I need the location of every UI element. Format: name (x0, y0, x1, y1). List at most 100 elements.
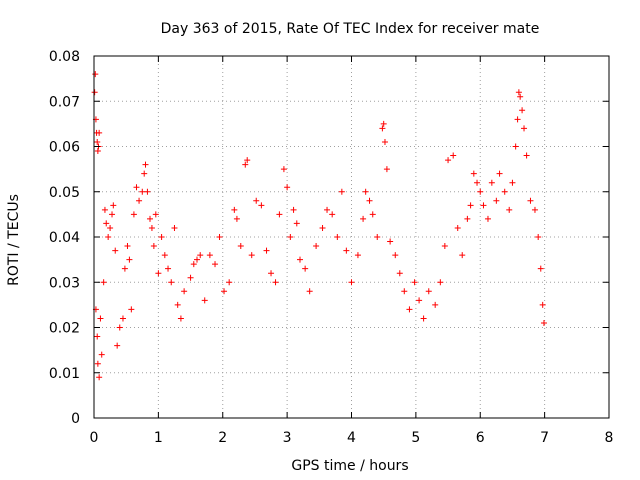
x-tick-label: 5 (411, 430, 420, 446)
data-point (329, 211, 336, 218)
y-tick-label: 0.06 (49, 140, 80, 156)
data-point (512, 143, 519, 150)
x-tick-label: 7 (540, 430, 549, 446)
data-point (94, 360, 101, 367)
data-point (253, 197, 260, 204)
data-point (343, 247, 350, 254)
data-point (231, 206, 238, 213)
data-point (464, 215, 471, 222)
x-tick-label: 8 (605, 430, 614, 446)
data-point (272, 279, 279, 286)
data-point (493, 197, 500, 204)
data-point (216, 234, 223, 240)
y-tick-label: 0.01 (49, 366, 80, 382)
x-axis-label: GPS time / hours (291, 458, 408, 474)
data-point (116, 324, 123, 331)
data-point (276, 211, 283, 218)
data-point (348, 279, 355, 286)
data-point (101, 206, 108, 213)
data-point (258, 202, 265, 209)
data-point (206, 252, 213, 259)
data-point (480, 202, 487, 209)
x-tick-label: 0 (90, 430, 99, 446)
data-point (454, 224, 461, 231)
data-point (171, 224, 178, 231)
data-point (284, 184, 291, 191)
data-point (133, 184, 140, 191)
data-point (324, 206, 331, 213)
data-point (509, 179, 516, 186)
grid-lines (94, 56, 609, 418)
data-point (334, 234, 341, 240)
data-point (100, 279, 107, 286)
data-point (387, 238, 394, 245)
data-point (539, 301, 546, 308)
data-point (103, 220, 110, 227)
data-point (280, 166, 287, 173)
y-tick-label: 0.08 (49, 49, 80, 65)
data-point (531, 206, 538, 213)
data-point (144, 188, 151, 195)
data-point (197, 252, 204, 259)
data-point (165, 265, 172, 272)
data-point (496, 170, 503, 177)
data-point (150, 243, 157, 250)
data-point (161, 252, 168, 259)
data-point (142, 161, 149, 168)
data-point (124, 243, 131, 250)
data-point (445, 157, 452, 164)
data-point (517, 93, 524, 100)
data-point (94, 138, 101, 145)
data-point (98, 351, 105, 358)
data-point (155, 270, 162, 277)
data-point (354, 252, 361, 259)
data-point (290, 206, 297, 213)
axis-ticks (93, 55, 610, 419)
data-point (94, 148, 101, 155)
data-point (467, 202, 474, 209)
data-point (519, 107, 526, 114)
data-point (406, 306, 413, 313)
data-point (221, 288, 228, 295)
data-point (506, 206, 513, 213)
data-point (474, 179, 481, 186)
data-point (194, 256, 200, 263)
data-point (92, 71, 99, 78)
data-point (139, 188, 146, 195)
data-point (366, 197, 373, 204)
data-point (535, 234, 542, 240)
data-point (540, 319, 547, 326)
x-tick-label: 1 (154, 430, 163, 446)
data-point (392, 252, 399, 259)
data-point (177, 315, 184, 322)
data-point (158, 234, 165, 240)
data-point (420, 315, 427, 322)
data-point (201, 297, 208, 304)
y-tick-label: 0.03 (49, 275, 80, 291)
data-point (379, 125, 386, 132)
y-tick-label: 0.07 (49, 94, 80, 110)
data-point (244, 157, 251, 164)
data-point (477, 188, 484, 195)
data-point (242, 161, 249, 168)
data-point (470, 170, 477, 177)
x-tick-labels: 0 1 2 3 4 5 6 7 8 (90, 430, 614, 446)
data-point (94, 333, 101, 340)
data-point (459, 252, 466, 259)
data-point (233, 215, 240, 222)
data-point (96, 129, 103, 136)
data-point (114, 342, 121, 349)
data-point (297, 256, 303, 263)
y-tick-labels: 0 0.01 0.02 0.03 0.04 0.05 0.06 0.07 0.08 (49, 49, 80, 427)
data-point (319, 224, 326, 231)
data-point (437, 279, 444, 286)
y-axis-label: ROTI / TECUs (6, 194, 22, 286)
data-point (128, 306, 135, 313)
data-point (441, 243, 448, 250)
data-point (212, 261, 219, 268)
x-tick-label: 2 (218, 430, 227, 446)
data-point (338, 188, 345, 195)
data-point (110, 202, 117, 209)
